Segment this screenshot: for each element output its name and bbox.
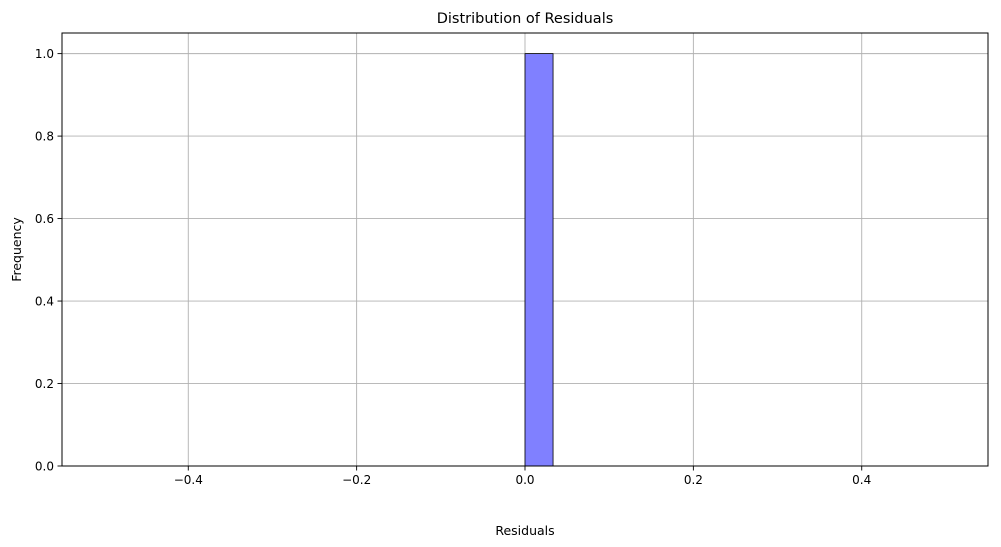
y-tick-label: 0.4 [35, 294, 54, 308]
x-tick-label: 0.2 [684, 473, 703, 487]
y-tick-label: 0.8 [35, 129, 54, 143]
y-tick-label: 1.0 [35, 47, 54, 61]
histogram-bar [524, 53, 554, 467]
x-axis-label: Residuals [495, 523, 554, 538]
x-ticks: −0.4 −0.2 0.0 0.2 0.4 [174, 466, 871, 487]
y-tick-label: 0.0 [35, 459, 54, 473]
y-ticks: 0.0 0.2 0.4 0.6 0.8 1.0 [35, 47, 62, 473]
x-tick-label: 0.0 [515, 473, 534, 487]
y-axis-label: Frequency [9, 217, 24, 282]
y-tick-label: 0.6 [35, 212, 54, 226]
chart-title: Distribution of Residuals [437, 11, 614, 27]
bars [524, 53, 554, 467]
x-tick-label: −0.4 [174, 473, 203, 487]
y-tick-label: 0.2 [35, 377, 54, 391]
x-tick-label: −0.2 [342, 473, 371, 487]
x-tick-label: 0.4 [852, 473, 871, 487]
